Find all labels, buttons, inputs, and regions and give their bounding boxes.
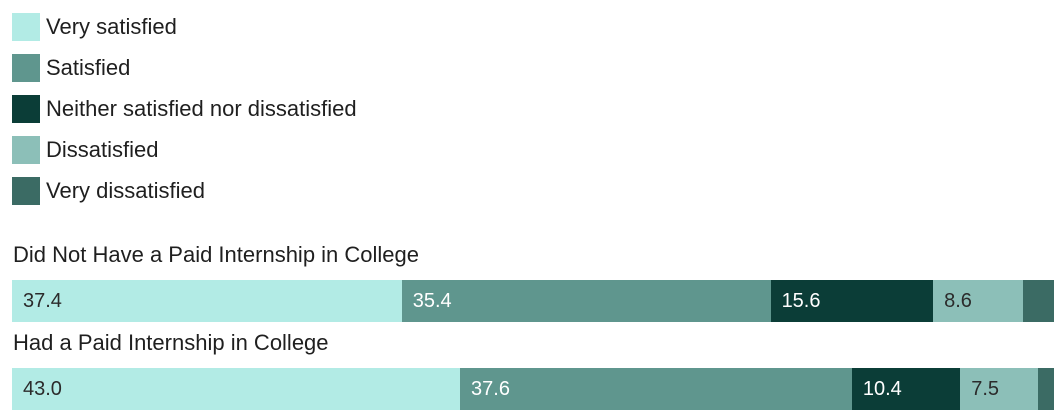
legend-label: Very dissatisfied <box>46 177 205 203</box>
bar-row: 43.0 37.6 10.4 7.5 <box>12 368 1056 410</box>
bar-row: 37.4 35.4 15.6 8.6 <box>12 280 1056 322</box>
bar-segment <box>1038 368 1054 410</box>
legend-item: Very satisfied <box>12 6 357 47</box>
bar-value-label: 35.4 <box>412 290 452 312</box>
bar-segment: 43.0 <box>12 368 461 410</box>
bar-value-label: 8.6 <box>944 290 972 312</box>
stacked-bar-chart: Did Not Have a Paid Internship in Colleg… <box>0 240 1056 410</box>
bar-value-label: 43.0 <box>23 378 62 400</box>
category-label: Did Not Have a Paid Internship in Colleg… <box>13 242 420 267</box>
category-label: Had a Paid Internship in College <box>13 330 329 355</box>
chart-legend: Very satisfied Satisfied Neither satisfied… <box>12 6 357 211</box>
bar-value-label: 7.5 <box>971 378 1000 400</box>
bar-segment: 8.6 <box>933 280 1023 322</box>
legend-label: Dissatisfied <box>46 136 159 162</box>
legend-label: Satisfied <box>46 54 131 80</box>
legend-label: Very satisfied <box>46 13 177 39</box>
bar-segment: 10.4 <box>851 368 961 410</box>
legend-swatch <box>12 94 40 123</box>
legend-label: Neither satisfied nor dissatisfied <box>46 95 357 121</box>
bar-value-label: 37.4 <box>23 290 62 312</box>
bar-segment: 35.4 <box>401 280 771 322</box>
bar-segment: 37.4 <box>12 280 402 322</box>
legend-item: Dissatisfied <box>12 129 357 170</box>
legend-item: Very dissatisfied <box>12 170 357 211</box>
legend-swatch <box>12 53 40 82</box>
bar-segment: 37.6 <box>460 368 852 410</box>
legend-item: Satisfied <box>12 47 357 88</box>
bar-value-label: 37.6 <box>471 378 510 400</box>
bar-segment: 7.5 <box>960 368 1039 410</box>
legend-swatch <box>12 135 40 164</box>
bar-value-label: 15.6 <box>781 290 821 312</box>
legend-item: Neither satisfied nor dissatisfied <box>12 88 357 129</box>
bar-value-label: 10.4 <box>862 378 902 400</box>
legend-swatch <box>12 12 40 41</box>
bar-segment: 15.6 <box>770 280 934 322</box>
legend-swatch <box>12 176 40 205</box>
bar-segment <box>1022 280 1054 322</box>
